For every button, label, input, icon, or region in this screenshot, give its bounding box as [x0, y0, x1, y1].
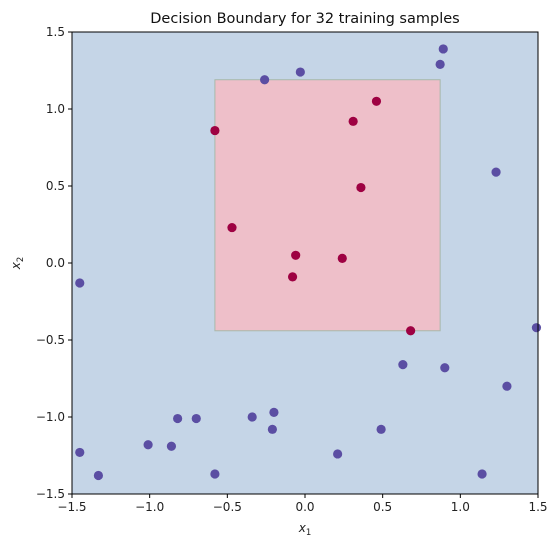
x-axis-label: x1	[298, 521, 312, 538]
x-tick-label: −1.5	[57, 500, 86, 514]
data-point	[435, 59, 445, 69]
x-tick-label: −1.0	[135, 500, 164, 514]
x-tick-label: 0.5	[373, 500, 392, 514]
data-point	[348, 116, 358, 126]
data-point	[406, 326, 416, 336]
y-axis-label-sub: 2	[16, 257, 26, 262]
data-point	[477, 469, 487, 479]
data-point	[371, 96, 382, 106]
data-point	[260, 75, 270, 85]
y-tick-label: −1.0	[36, 410, 65, 424]
y-tick-label: 1.5	[46, 25, 65, 39]
data-point	[398, 360, 408, 370]
data-point	[337, 253, 347, 263]
data-point	[93, 470, 104, 481]
decision-region	[214, 79, 441, 332]
x-tick-label: 0.0	[295, 500, 314, 514]
x-tick-label: −0.5	[213, 500, 242, 514]
data-point	[438, 44, 448, 54]
data-point	[491, 167, 501, 177]
x-axis-label-main: x	[298, 521, 307, 535]
data-point	[267, 424, 277, 434]
data-point	[143, 440, 153, 450]
plot-area	[71, 31, 542, 495]
data-point	[210, 125, 220, 136]
x-tick-label: 1.5	[528, 500, 547, 514]
y-axis-label: x2	[9, 257, 26, 271]
data-point	[210, 469, 220, 479]
data-point	[191, 413, 201, 424]
y-tick-label: −1.5	[36, 487, 65, 501]
data-point	[376, 424, 386, 434]
data-point	[166, 441, 177, 451]
data-point	[291, 250, 301, 260]
data-point	[227, 222, 237, 233]
data-point	[356, 182, 366, 193]
data-point	[295, 67, 305, 77]
data-point	[75, 278, 85, 288]
y-axis-label-main: x	[9, 261, 23, 270]
data-point	[247, 412, 257, 422]
y-tick-label: 0.5	[46, 179, 65, 193]
y-tick-label: 0.0	[46, 256, 65, 270]
chart-title: Decision Boundary for 32 training sample…	[150, 11, 459, 27]
data-point	[502, 381, 512, 391]
data-point	[287, 272, 298, 282]
data-point	[531, 323, 542, 333]
y-tick-label: −0.5	[36, 333, 65, 347]
data-point	[75, 447, 85, 458]
x-tick-label: 1.0	[451, 500, 470, 514]
data-point	[440, 363, 450, 373]
data-point	[173, 413, 183, 424]
data-point	[269, 407, 279, 417]
x-axis-label-sub: 1	[306, 528, 311, 538]
data-point	[333, 449, 343, 459]
y-tick-label: 1.0	[46, 102, 65, 116]
